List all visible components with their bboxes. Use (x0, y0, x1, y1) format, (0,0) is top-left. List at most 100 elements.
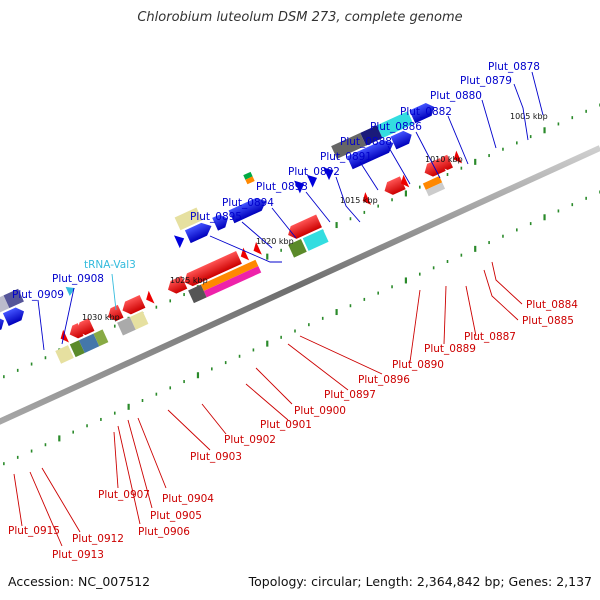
gene-label[interactable]: Plut_0906 (138, 526, 190, 538)
leader-line (13, 473, 23, 527)
gene-feature[interactable] (376, 111, 414, 139)
gene-label[interactable]: Plut_0888 (340, 136, 392, 148)
gene-feature[interactable] (436, 154, 453, 173)
gene-feature[interactable] (2, 305, 27, 327)
gene-label[interactable]: Plut_0902 (224, 434, 276, 446)
gene-feature[interactable] (331, 132, 367, 159)
leader-line (245, 383, 289, 421)
gene-label[interactable]: Plut_0905 (150, 510, 202, 522)
gene-label[interactable]: Plut_0896 (358, 374, 410, 386)
gene-feature[interactable] (181, 250, 242, 289)
gene-label[interactable]: Plut_0886 (370, 121, 422, 133)
gene-feature[interactable] (212, 212, 231, 231)
leader-line (241, 221, 273, 249)
gene-label[interactable]: Plut_0912 (72, 533, 124, 545)
gene-label[interactable]: Plut_0890 (392, 359, 444, 371)
gene-label[interactable]: Plut_0907 (98, 489, 150, 501)
tick-marks (3, 103, 600, 466)
gene-feature[interactable] (285, 214, 322, 242)
gene-label[interactable]: Plut_0893 (256, 181, 308, 193)
gene-feature[interactable] (117, 316, 136, 336)
gene-feature[interactable] (200, 259, 259, 292)
gene-feature[interactable] (69, 340, 85, 358)
gene-feature[interactable] (238, 247, 250, 263)
gene-label[interactable]: Plut_0915 (8, 525, 60, 537)
scale-label: 1020 kbp (256, 237, 294, 246)
gene-label[interactable]: Plut_0885 (522, 315, 574, 327)
trna-feature[interactable] (65, 284, 77, 297)
gene-label[interactable]: Plut_0908 (52, 273, 104, 285)
gene-feature[interactable] (120, 294, 146, 317)
gene-feature[interactable] (0, 295, 10, 313)
gene-label[interactable]: Plut_0882 (400, 106, 452, 118)
gene-feature[interactable] (323, 164, 336, 181)
gene-label[interactable]: Plut_0897 (324, 389, 376, 401)
gene-feature[interactable] (422, 175, 443, 190)
gene-feature[interactable] (93, 329, 109, 347)
reverse-strand-genes (55, 150, 463, 364)
trna-label[interactable]: tRNA-Val3 (84, 259, 136, 271)
gene-feature[interactable] (105, 304, 124, 324)
gene-label[interactable]: Plut_0904 (162, 493, 214, 505)
gene-label[interactable]: Plut_0884 (526, 299, 578, 311)
gene-feature[interactable] (251, 241, 262, 257)
gene-feature[interactable] (306, 171, 320, 188)
gene-feature[interactable] (288, 239, 307, 258)
gene-feature[interactable] (228, 195, 269, 224)
leader-line (409, 289, 421, 363)
leader-line (531, 71, 544, 116)
gene-feature[interactable] (243, 171, 253, 180)
gene-feature[interactable] (451, 150, 463, 166)
gene-feature[interactable] (425, 182, 446, 197)
gene-feature[interactable] (360, 192, 372, 207)
gene-feature[interactable] (203, 266, 262, 298)
gene-label[interactable]: Plut_0880 (430, 90, 482, 102)
gene-label[interactable]: Plut_0892 (288, 166, 340, 178)
leader-line (137, 417, 167, 489)
gene-feature[interactable] (74, 318, 95, 337)
gene-feature[interactable] (398, 174, 410, 190)
gene-label[interactable]: Plut_0895 (190, 211, 242, 223)
gene-label[interactable]: Plut_0900 (294, 405, 346, 417)
gene-label[interactable]: Plut_0909 (12, 289, 64, 301)
gene-label[interactable]: Plut_0894 (222, 197, 274, 209)
gene-feature[interactable] (55, 345, 74, 364)
gene-feature[interactable] (129, 311, 149, 330)
gene-label[interactable]: Plut_0889 (424, 343, 476, 355)
gene-feature[interactable] (165, 275, 188, 296)
gene-feature[interactable] (67, 323, 84, 341)
leader-line (335, 176, 361, 223)
gene-feature[interactable] (382, 176, 406, 197)
leader-line (111, 273, 117, 311)
leader-line (29, 471, 63, 547)
gene-feature[interactable] (143, 290, 155, 306)
scale-label: 1015 kbp (340, 196, 378, 205)
gene-label[interactable]: Plut_0913 (52, 549, 104, 561)
gene-feature[interactable] (360, 125, 383, 146)
gene-feature[interactable] (346, 137, 396, 170)
leader-line (201, 403, 227, 435)
gene-label[interactable]: Plut_0887 (464, 331, 516, 343)
gene-label[interactable]: Plut_0879 (460, 75, 512, 87)
leader-lines (13, 71, 544, 547)
gene-label[interactable]: Plut_0901 (260, 419, 312, 431)
gene-feature[interactable] (294, 177, 307, 194)
leader-line (481, 99, 497, 149)
gene-feature[interactable] (188, 284, 207, 304)
gene-feature[interactable] (302, 229, 329, 251)
gene-label[interactable]: Plut_0878 (488, 61, 540, 73)
gene-feature[interactable] (173, 232, 187, 249)
gene-feature[interactable] (174, 207, 203, 231)
gene-feature[interactable] (3, 288, 24, 309)
forward-gene-labels: Plut_0878 Plut_0879 Plut_0880 Plut_0882 … (12, 61, 540, 301)
leader-line (113, 431, 119, 489)
scale-labels: 1005 kbp 1010 kbp 1015 kbp 1020 kbp 1025… (82, 112, 548, 322)
gene-label[interactable]: Plut_0891 (320, 151, 372, 163)
gene-feature[interactable] (409, 101, 437, 124)
gene-feature[interactable] (78, 333, 100, 353)
gene-feature[interactable] (184, 220, 214, 244)
gene-feature[interactable] (245, 176, 255, 185)
gene-label[interactable]: Plut_0903 (190, 451, 242, 463)
gene-feature[interactable] (390, 128, 415, 150)
